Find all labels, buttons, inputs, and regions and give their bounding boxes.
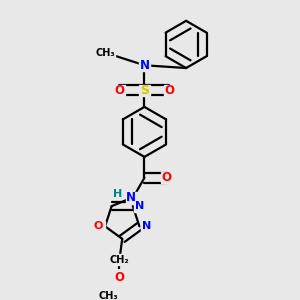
Bar: [99, 290, 117, 300]
Bar: [114, 85, 125, 96]
Bar: [110, 254, 128, 265]
Bar: [94, 221, 105, 232]
Text: CH₂: CH₂: [110, 255, 129, 265]
Text: O: O: [115, 271, 124, 284]
Bar: [139, 60, 150, 71]
Bar: [164, 85, 175, 96]
Text: H: H: [113, 189, 123, 200]
Text: N: N: [142, 221, 151, 231]
Bar: [96, 47, 115, 58]
Text: N: N: [126, 191, 136, 204]
Bar: [161, 172, 172, 183]
Bar: [134, 201, 145, 212]
Text: N: N: [140, 59, 149, 72]
Text: N: N: [135, 201, 144, 211]
Bar: [141, 221, 152, 232]
Text: O: O: [164, 84, 174, 97]
Bar: [114, 272, 125, 283]
Text: CH₃: CH₃: [98, 291, 118, 300]
Bar: [126, 192, 146, 203]
Text: CH₃: CH₃: [96, 48, 116, 58]
Text: S: S: [140, 84, 149, 97]
Text: O: O: [115, 84, 124, 97]
Text: O: O: [93, 221, 103, 231]
Bar: [139, 85, 150, 96]
Text: O: O: [162, 171, 172, 184]
